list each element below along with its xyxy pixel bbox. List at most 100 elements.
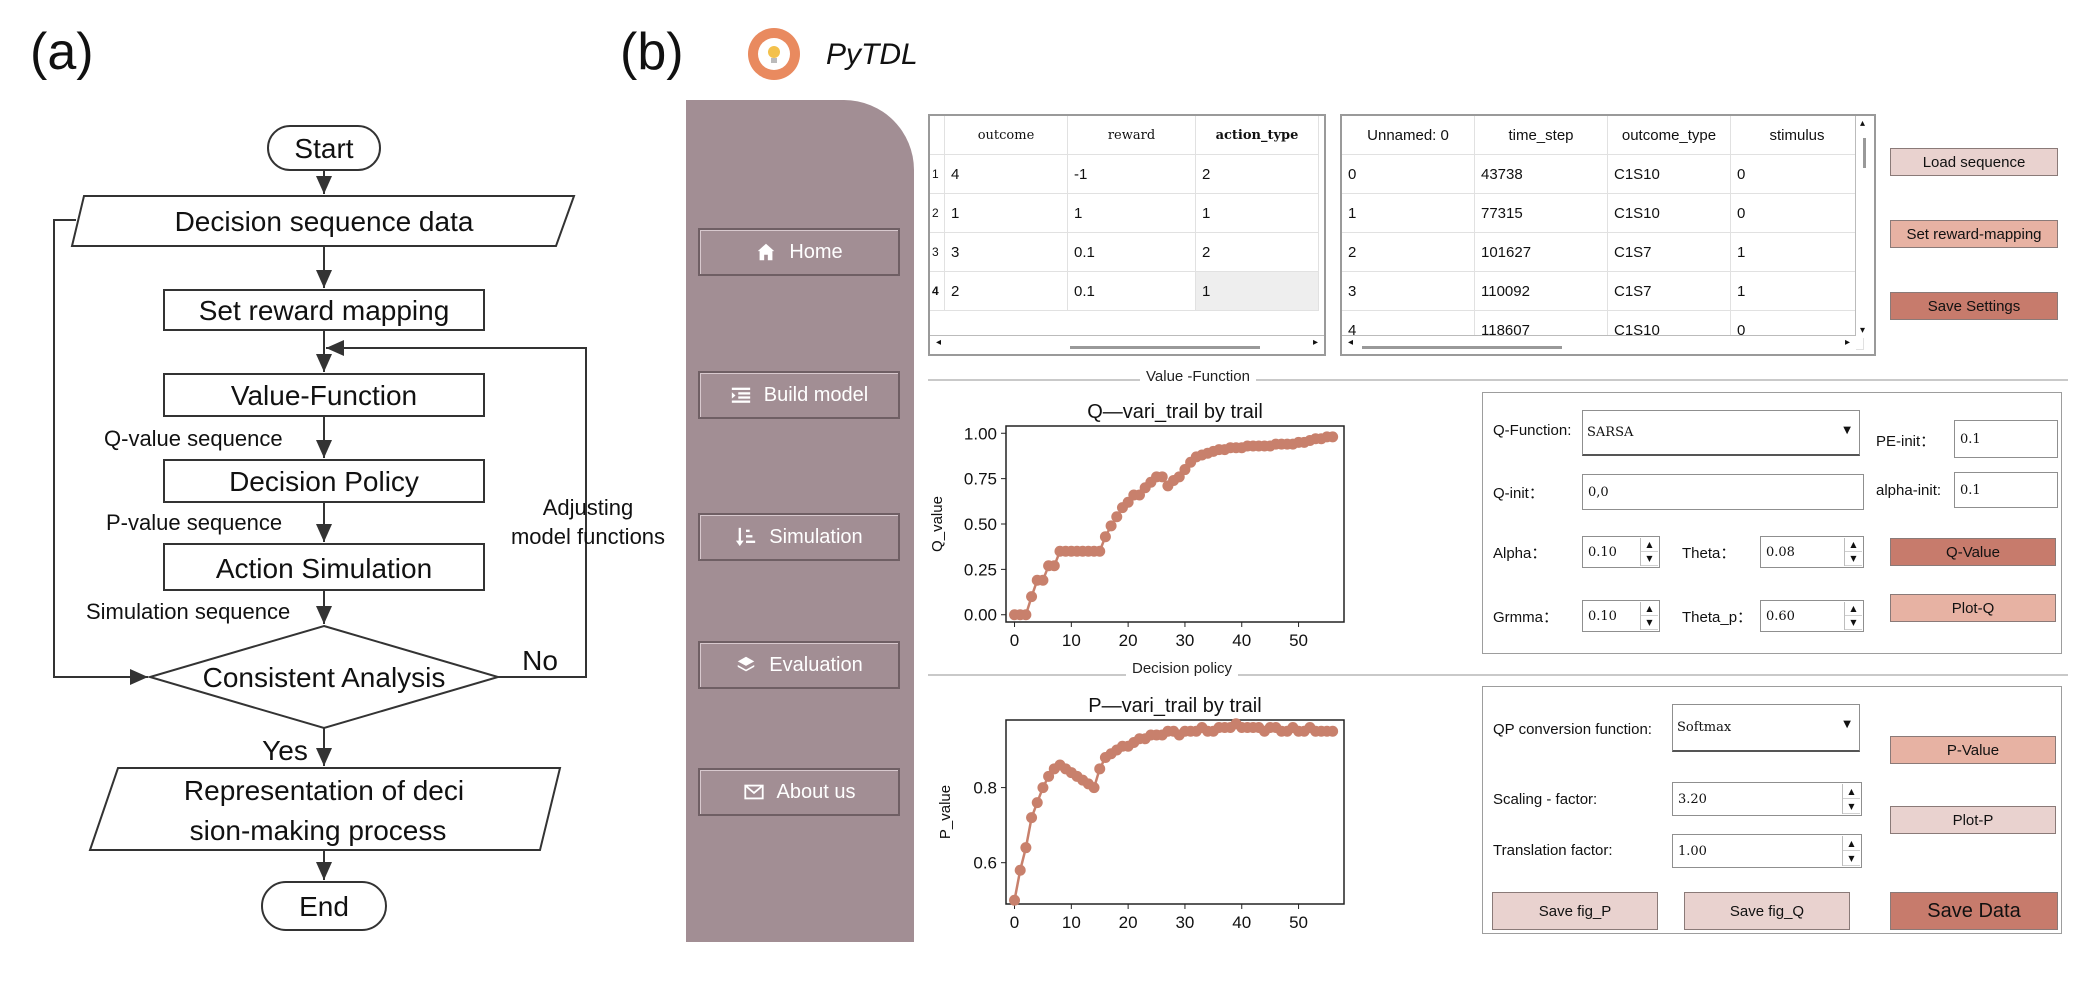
chevron-down-icon[interactable]: ▼ [1843, 425, 1851, 436]
table-cell[interactable]: 1 [1195, 193, 1319, 233]
table1-hscrollbar[interactable]: ◂ ▸ [930, 335, 1324, 354]
table-row[interactable]: 0 43738 C1S10 0 [1342, 154, 1864, 194]
column-header[interactable]: time_step [1474, 116, 1608, 155]
table-cell[interactable]: 0 [1342, 154, 1475, 194]
table-cell[interactable]: C1S7 [1607, 271, 1731, 311]
nav-evaluation-button[interactable]: Evaluation [698, 641, 900, 689]
scroll-right-icon[interactable]: ▸ [1312, 337, 1318, 348]
table2-hscrollbar[interactable]: ◂ ▸ [1342, 335, 1856, 354]
table-cell[interactable]: 2 [944, 271, 1068, 311]
spin-up-icon[interactable]: ▲ [1843, 836, 1860, 851]
set-reward-mapping-button[interactable]: Set reward-mapping [1890, 220, 2058, 248]
alpha-spinbox[interactable]: 0.10 ▲ ▼ [1582, 536, 1660, 568]
column-header[interactable]: outcome_type [1607, 116, 1731, 155]
table-cell[interactable]: 1 [1730, 232, 1864, 272]
row-header[interactable]: 3 [930, 232, 945, 272]
column-header[interactable]: outcome [944, 116, 1068, 155]
spin-down-icon[interactable]: ▼ [1843, 851, 1860, 866]
spin-up-icon[interactable]: ▲ [1843, 784, 1860, 799]
spin-down-icon[interactable]: ▼ [1641, 552, 1658, 566]
qp-conversion-select[interactable]: Softmax ▼ [1672, 704, 1860, 752]
table-cell[interactable]: 2 [1195, 154, 1319, 194]
spin-up-icon[interactable]: ▲ [1845, 602, 1862, 616]
pe-init-input[interactable]: 0.1 [1954, 420, 2058, 458]
table-row[interactable]: 2 1 1 1 [930, 193, 1319, 233]
spin-down-icon[interactable]: ▼ [1845, 616, 1862, 630]
table-row[interactable]: 1 77315 C1S10 0 [1342, 193, 1864, 233]
nav-build-model-button[interactable]: Build model [698, 371, 900, 419]
sequence-table[interactable]: Unnamed: 0 time_step outcome_type stimul… [1340, 114, 1876, 356]
save-data-button[interactable]: Save Data [1890, 892, 2058, 930]
nav-about-button[interactable]: About us [698, 768, 900, 816]
scaling-factor-spinbox[interactable]: 3.20 ▲ ▼ [1672, 782, 1862, 816]
table-cell[interactable]: 43738 [1474, 154, 1608, 194]
table-cell[interactable]: 77315 [1474, 193, 1608, 233]
save-fig-q-button[interactable]: Save fig_Q [1684, 892, 1850, 930]
table-cell[interactable]: 0 [1730, 154, 1864, 194]
table-cell[interactable]: 0.1 [1067, 271, 1196, 311]
table-cell[interactable]: 3 [944, 232, 1068, 272]
spin-up-icon[interactable]: ▲ [1641, 538, 1658, 552]
save-fig-p-button[interactable]: Save fig_P [1492, 892, 1658, 930]
nav-home-button[interactable]: Home [698, 228, 900, 276]
table-row[interactable]: 1 4 -1 2 [930, 154, 1319, 194]
table-cell[interactable]: 110092 [1474, 271, 1608, 311]
spin-down-icon[interactable]: ▼ [1641, 616, 1658, 630]
spin-down-icon[interactable]: ▼ [1845, 552, 1862, 566]
table-row[interactable]: 4 2 0.1 1 [930, 271, 1319, 311]
plot-p-button[interactable]: Plot-P [1890, 806, 2056, 834]
q-init-input[interactable]: 0,0 [1582, 474, 1864, 510]
table-cell[interactable]: 2 [1342, 232, 1475, 272]
q-value-button[interactable]: Q-Value [1890, 538, 2056, 566]
q-function-select[interactable]: SARSA ▼ [1582, 410, 1860, 456]
scroll-thumb[interactable] [1863, 138, 1866, 168]
table-cell[interactable]: 1 [1342, 193, 1475, 233]
row-header[interactable]: 1 [930, 154, 945, 194]
scroll-down-icon[interactable]: ▾ [1860, 325, 1866, 336]
table-cell[interactable]: C1S10 [1607, 193, 1731, 233]
save-settings-button[interactable]: Save Settings [1890, 292, 2058, 320]
column-header[interactable]: reward [1067, 116, 1196, 155]
table-cell[interactable]: 3 [1342, 271, 1475, 311]
theta-p-spinbox[interactable]: 0.60 ▲ ▼ [1760, 600, 1864, 632]
plot-q-button[interactable]: Plot-Q [1890, 594, 2056, 622]
table-cell[interactable]: 0.1 [1067, 232, 1196, 272]
load-sequence-button[interactable]: Load sequence [1890, 148, 2058, 176]
table-cell[interactable]: -1 [1067, 154, 1196, 194]
row-header[interactable]: 2 [930, 193, 945, 233]
reward-table[interactable]: outcome reward action_type 1 4 -1 2 2 1 … [928, 114, 1326, 356]
theta-spinbox[interactable]: 0.08 ▲ ▼ [1760, 536, 1864, 568]
column-header[interactable]: stimulus [1730, 116, 1864, 155]
spin-up-icon[interactable]: ▲ [1641, 602, 1658, 616]
row-header[interactable]: 4 [930, 271, 945, 311]
table-cell[interactable]: 101627 [1474, 232, 1608, 272]
grmma-spinbox[interactable]: 0.10 ▲ ▼ [1582, 600, 1660, 632]
table-cell[interactable]: 4 [944, 154, 1068, 194]
nav-simulation-button[interactable]: Simulation [698, 513, 900, 561]
scroll-up-icon[interactable]: ▴ [1860, 118, 1866, 129]
table-cell[interactable]: 1 [1067, 193, 1196, 233]
translation-factor-spinbox[interactable]: 1.00 ▲ ▼ [1672, 834, 1862, 868]
table-row[interactable]: 2 101627 C1S7 1 [1342, 232, 1864, 272]
table-row[interactable]: 3 110092 C1S7 1 [1342, 271, 1864, 311]
table-cell[interactable]: 2 [1195, 232, 1319, 272]
scroll-left-icon[interactable]: ◂ [936, 337, 942, 348]
table-cell[interactable]: 0 [1730, 193, 1864, 233]
column-header[interactable]: action_type [1195, 116, 1319, 155]
table-cell[interactable]: C1S10 [1607, 154, 1731, 194]
table-cell[interactable]: 1 [1730, 271, 1864, 311]
spin-up-icon[interactable]: ▲ [1845, 538, 1862, 552]
table-cell-selected[interactable]: 1 [1195, 271, 1319, 311]
table-cell[interactable]: 1 [944, 193, 1068, 233]
table-cell[interactable]: C1S7 [1607, 232, 1731, 272]
scroll-thumb[interactable] [1362, 346, 1562, 349]
spin-down-icon[interactable]: ▼ [1843, 799, 1860, 814]
chevron-down-icon[interactable]: ▼ [1843, 719, 1851, 730]
scroll-right-icon[interactable]: ▸ [1844, 337, 1850, 348]
scroll-thumb[interactable] [1070, 346, 1260, 349]
p-value-button[interactable]: P-Value [1890, 736, 2056, 764]
table2-vscrollbar[interactable]: ▴ ▾ [1855, 116, 1874, 338]
scroll-left-icon[interactable]: ◂ [1348, 337, 1354, 348]
table-row[interactable]: 3 3 0.1 2 [930, 232, 1319, 272]
alpha-init-input[interactable]: 0.1 [1954, 472, 2058, 508]
